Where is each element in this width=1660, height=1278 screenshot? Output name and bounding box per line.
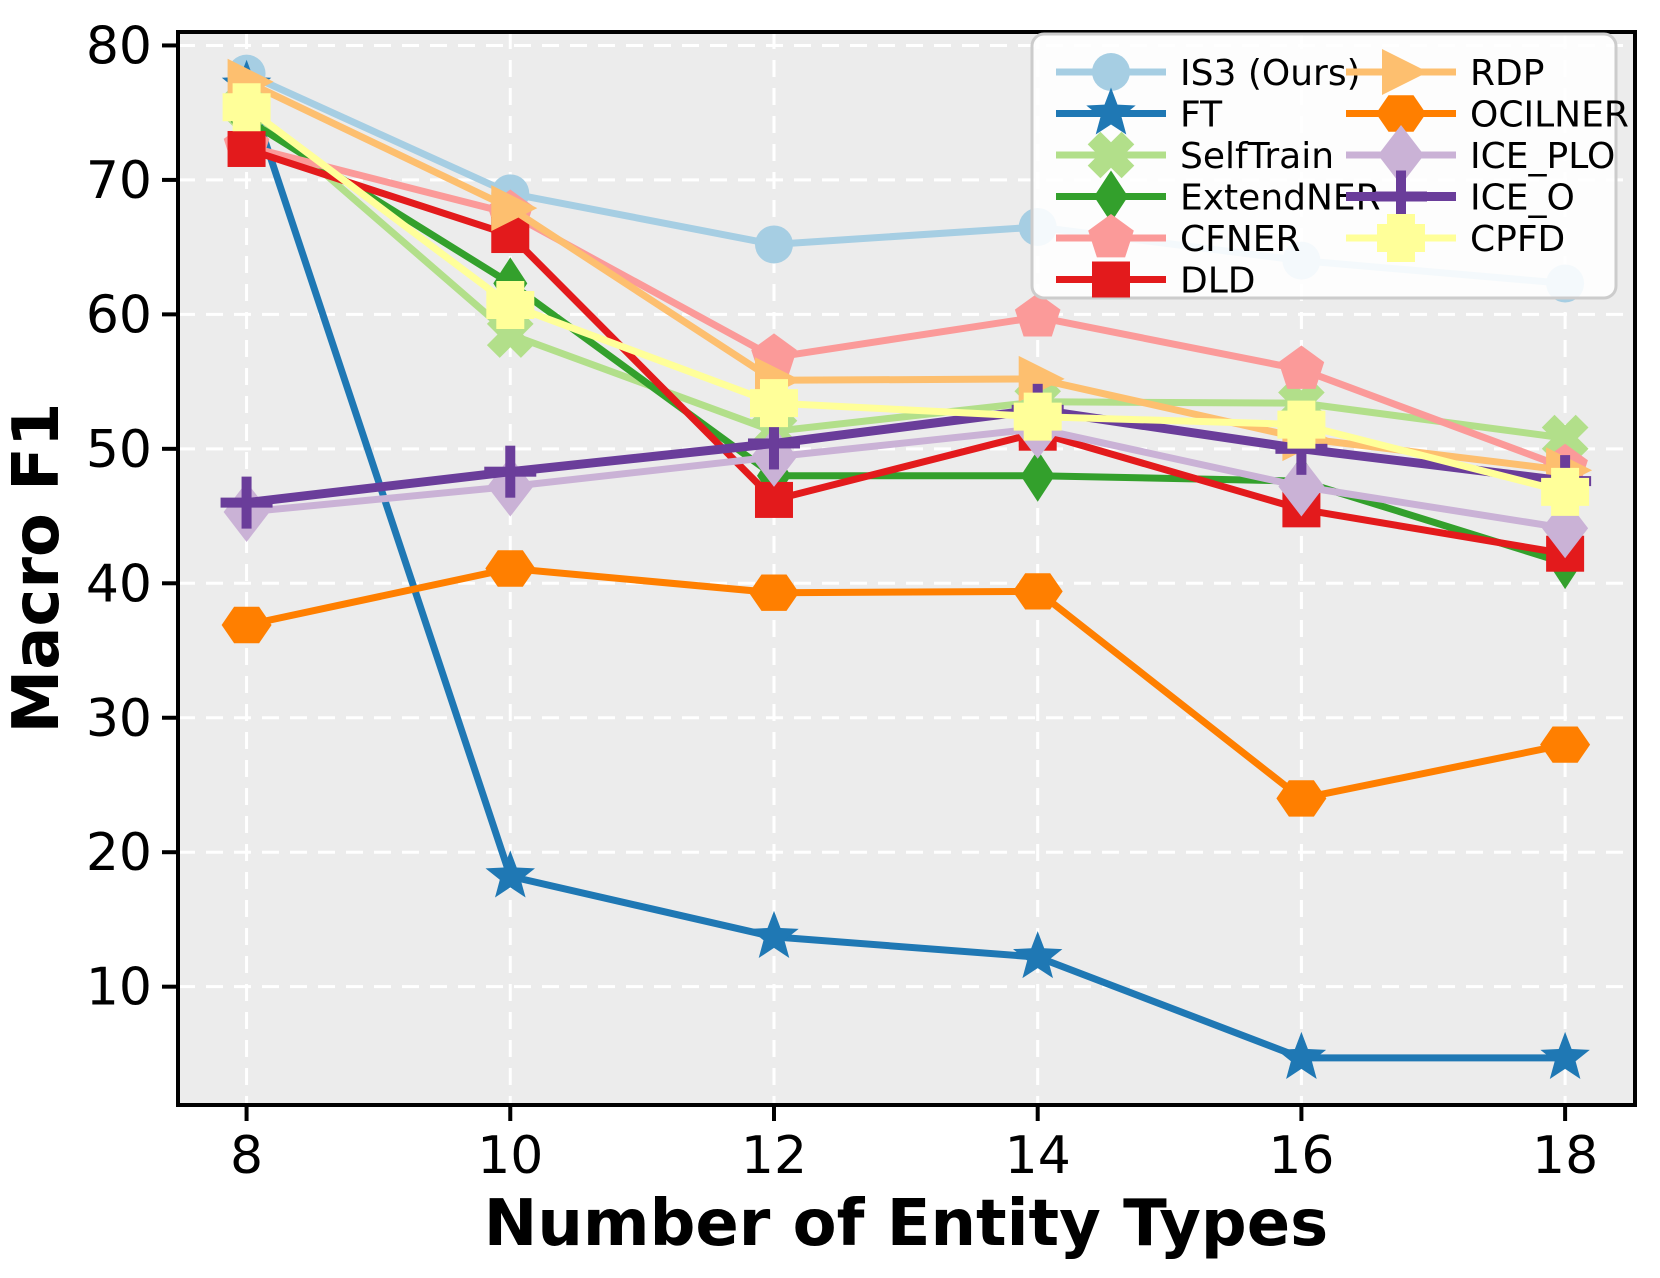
series-line-ocilner <box>245 565 1566 802</box>
legend-item-dld: DLD <box>1056 261 1256 302</box>
y-tick-label-30: 30 <box>86 689 152 749</box>
x-tick-label-8: 8 <box>230 1126 263 1186</box>
plus-filled-marker-cpfd-x12 <box>750 379 798 428</box>
star-marker-ft-x12 <box>749 910 799 958</box>
series-line-selftrain <box>244 103 1566 442</box>
square-marker-legend-dld <box>1092 261 1130 298</box>
plus-open-marker-ice-o-x12 <box>747 417 800 470</box>
y-axis-label: Macro F1 <box>0 403 74 734</box>
x-tick-label-10: 10 <box>477 1126 543 1186</box>
hexagon-marker-ocilner-x14 <box>1012 573 1063 610</box>
hexagon-marker-ocilner-x16 <box>1276 780 1327 817</box>
x-tick-label-16: 16 <box>1268 1126 1334 1186</box>
x-marker-selftrain-x18 <box>1541 414 1589 462</box>
y-tick-label-70: 70 <box>86 151 152 211</box>
legend-box <box>1030 32 1618 300</box>
legend-item-cfner: CFNER <box>1056 214 1301 260</box>
plus-open-marker-ice-o-x16 <box>1275 422 1328 475</box>
star-marker-legend-ft <box>1086 87 1136 135</box>
y-tick-label-10: 10 <box>86 958 152 1018</box>
y-tick-label-50: 50 <box>86 420 152 480</box>
x-tick-label-12: 12 <box>741 1126 807 1186</box>
x-tick-label-14: 14 <box>1005 1126 1071 1186</box>
thin-diamond-marker-legend-ice-plo <box>1378 125 1424 185</box>
plus-filled-marker-legend-cpfd <box>1377 214 1425 262</box>
y-tick-label-80: 80 <box>86 16 152 76</box>
plus-filled-marker-cpfd-x14 <box>1013 392 1062 441</box>
legend-label-selftrain: SelfTrain <box>1180 136 1334 177</box>
hexagon-marker-ocilner-x10 <box>485 550 536 587</box>
legend-label-rdp: RDP <box>1470 53 1544 94</box>
legend-label-is3-ours: IS3 (Ours) <box>1180 53 1361 94</box>
legend-label-ice-o: ICE_O <box>1470 178 1575 219</box>
legend-item-ice-plo: ICE_PLO <box>1346 125 1615 185</box>
y-tick-label-20: 20 <box>86 823 152 883</box>
triangle-right-marker-rdp-x14 <box>1018 355 1065 402</box>
x-marker-legend-selftrain <box>1087 131 1135 179</box>
x-axis-label: Number of Entity Types <box>484 1187 1328 1261</box>
diamond-marker-extendner-x14 <box>1020 449 1055 502</box>
x-tick-label-18: 18 <box>1532 1126 1598 1186</box>
series-ocilner <box>221 550 1591 817</box>
hexagon-marker-ocilner-x18 <box>1540 726 1591 763</box>
series-line-ft <box>243 84 1566 1062</box>
plus-filled-marker-cpfd-x18 <box>1541 467 1590 516</box>
star-marker-ft-x16 <box>1276 1031 1327 1079</box>
legend-label-ocilner: OCILNER <box>1470 95 1629 136</box>
circle-marker-legend-is3-ours <box>1092 53 1130 91</box>
pentagon-marker-cfner-x16 <box>1278 345 1325 389</box>
legend: IS3 (Ours)FTSelfTrainExtendNERCFNERDLDRD… <box>1030 32 1629 302</box>
y-tick-label-60: 60 <box>86 285 152 345</box>
legend-item-is3-ours: IS3 (Ours) <box>1056 53 1361 94</box>
plus-open-marker-legend-ice-o <box>1375 170 1427 223</box>
series-line-cfner <box>245 142 1567 471</box>
legend-item-rdp: RDP <box>1346 49 1544 95</box>
circle-marker-is3-ours-x12 <box>754 225 793 264</box>
plus-filled-marker-cpfd-x16 <box>1277 400 1326 449</box>
plus-open-marker-ice-o-x8 <box>220 476 273 529</box>
legend-label-cpfd: CPFD <box>1470 219 1565 260</box>
series-line-rdp <box>245 78 1566 474</box>
star-marker-ft-x14 <box>1013 931 1063 979</box>
diamond-marker-legend-extendner <box>1094 170 1128 223</box>
thin-diamond-marker-ice-plo-x16 <box>1278 456 1325 517</box>
series-cpfd <box>222 83 1590 516</box>
pentagon-marker-cfner-x14 <box>1014 293 1061 337</box>
legend-label-cfner: CFNER <box>1180 219 1301 260</box>
series-line-dld <box>245 145 1566 558</box>
hexagon-marker-ocilner-x12 <box>749 574 799 611</box>
legend-label-ice-plo: ICE_PLO <box>1470 136 1615 177</box>
plus-filled-marker-cpfd-x10 <box>486 281 535 329</box>
axes-spines <box>176 30 1637 1107</box>
legend-item-cpfd: CPFD <box>1346 214 1565 262</box>
ticks: 10 20 30 40 50 60 70 80 8 10 12 14 16 18 <box>86 16 1598 1186</box>
series-line-ice-o <box>246 405 1566 508</box>
series-line-cpfd <box>244 104 1566 496</box>
triangle-right-marker-rdp-x10 <box>491 185 538 232</box>
hexagon-marker-ocilner-x8 <box>221 606 272 644</box>
y-tick-label-40: 40 <box>86 554 152 614</box>
legend-label-ft: FT <box>1180 95 1223 136</box>
legend-item-ice-o: ICE_O <box>1346 170 1575 223</box>
plus-open-marker-ice-o-x10 <box>484 445 537 498</box>
hexagon-marker-legend-ocilner <box>1376 95 1426 132</box>
star-marker-ft-x18 <box>1540 1031 1590 1079</box>
legend-item-ocilner: OCILNER <box>1346 95 1629 136</box>
legend-label-dld: DLD <box>1180 261 1256 302</box>
square-marker-dld-x12 <box>754 481 793 518</box>
legend-item-ft: FT <box>1056 87 1223 136</box>
pentagon-marker-legend-cfner <box>1088 214 1134 258</box>
series-line-ice-plo <box>246 425 1566 532</box>
triangle-right-marker-legend-rdp <box>1382 49 1428 95</box>
legend-item-selftrain: SelfTrain <box>1056 131 1334 179</box>
square-marker-dld-x8 <box>227 130 266 167</box>
star-marker-ft-x10 <box>485 850 535 898</box>
plus-filled-marker-cpfd-x8 <box>222 83 271 132</box>
